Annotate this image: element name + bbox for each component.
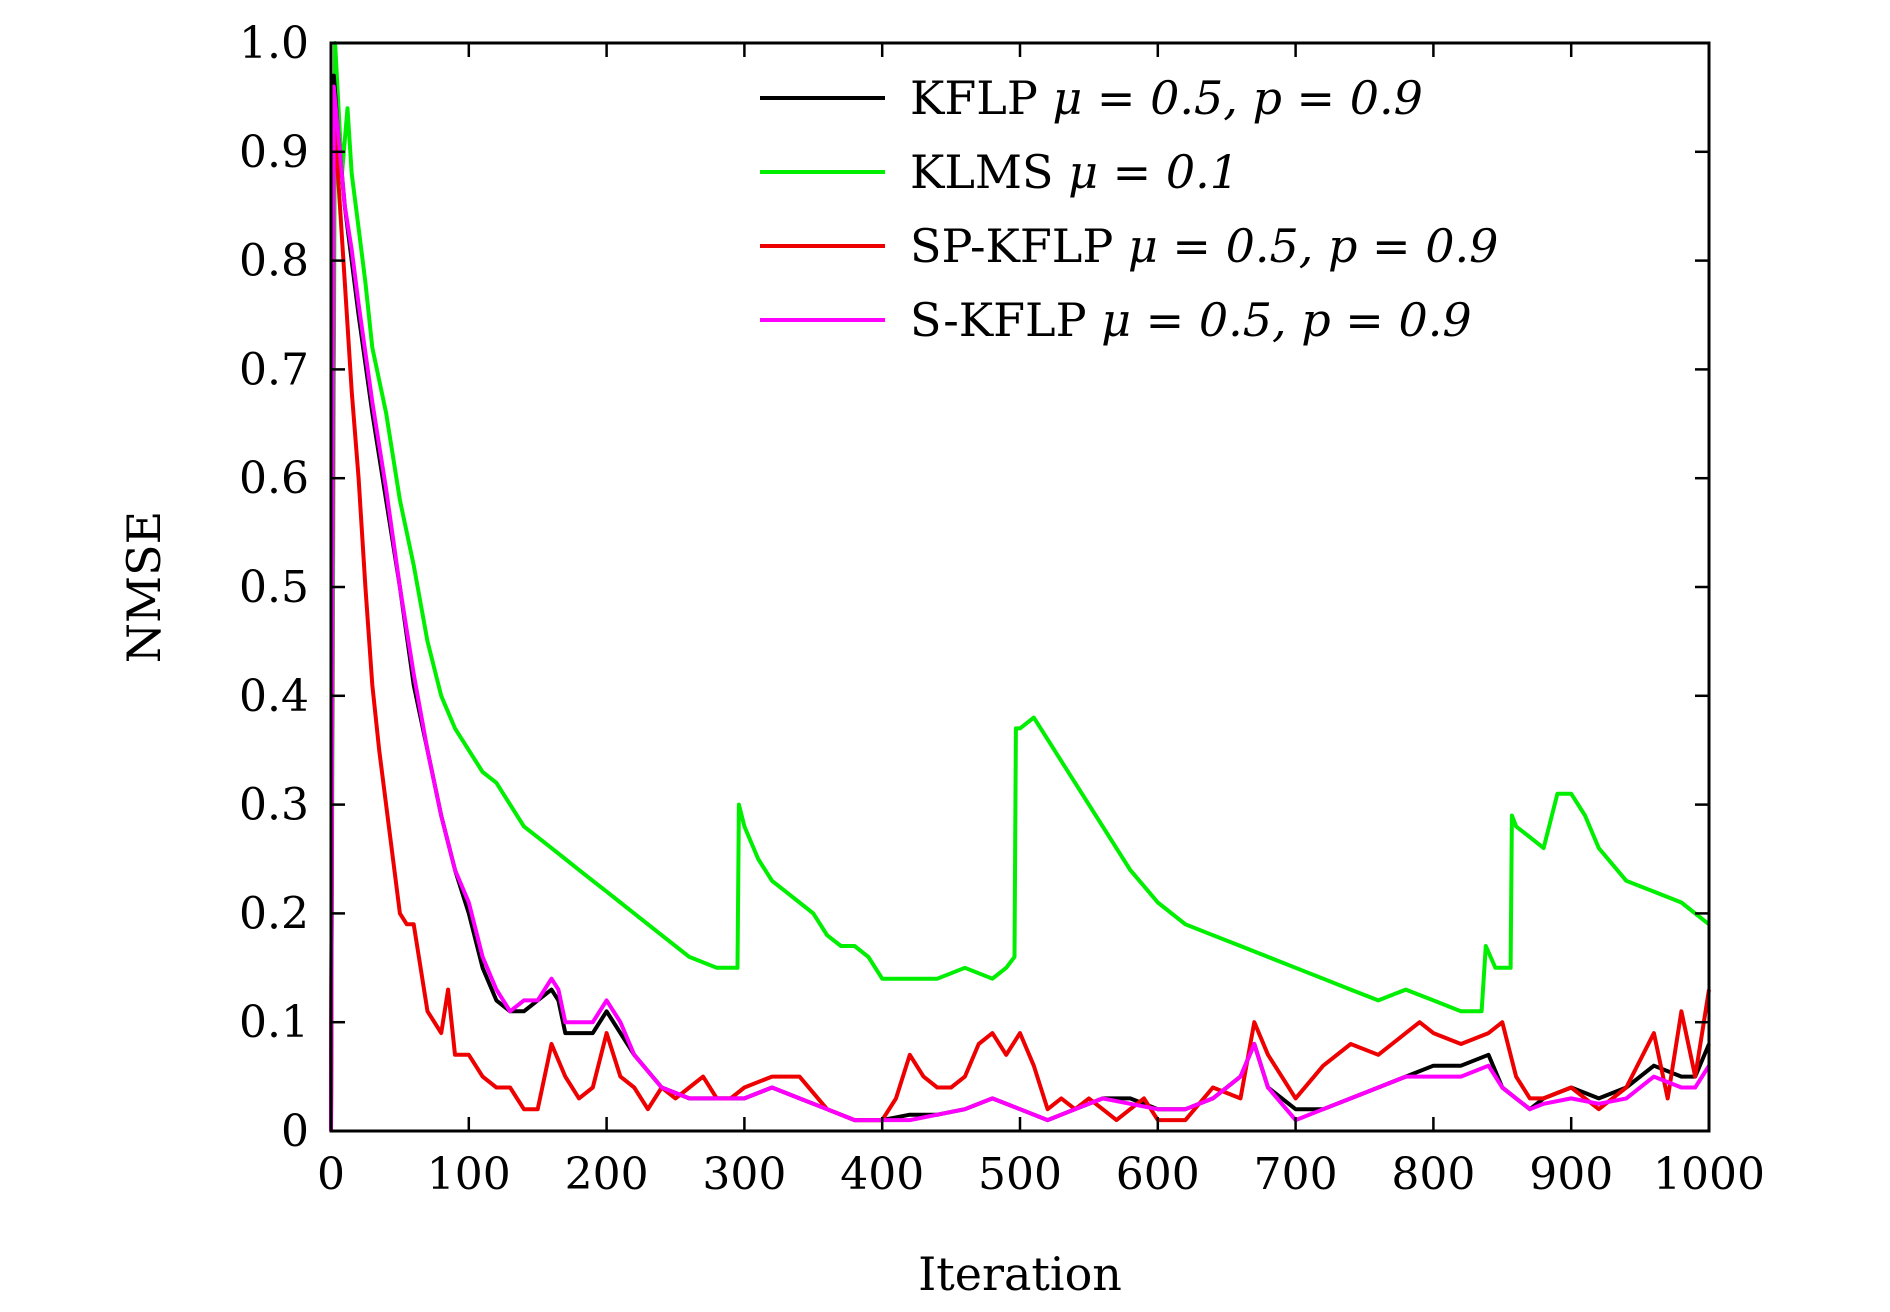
- legend-label-klms: KLMS μ = 0.1: [910, 145, 1239, 199]
- legend-series-params: μ = 0.5, p = 0.9: [1101, 293, 1471, 347]
- series-line-s-kflp: [329, 84, 1711, 1132]
- x-tick-label: 0: [317, 1149, 345, 1200]
- x-tick-label: 900: [1529, 1149, 1613, 1200]
- y-tick-label: 0.3: [239, 780, 309, 831]
- legend-series-name: S-KFLP: [910, 293, 1101, 347]
- legend-series-params: μ = 0.5, p = 0.9: [1128, 219, 1498, 273]
- x-tick-label: 600: [1116, 1149, 1200, 1200]
- x-tick-label: 700: [1254, 1149, 1338, 1200]
- x-tick-label: 400: [840, 1149, 924, 1200]
- legend-series-name: KFLP: [910, 71, 1052, 125]
- series-line-sp-kflp: [329, 95, 1711, 1132]
- y-tick-label: 0.7: [239, 344, 309, 395]
- legend-label-sp-kflp: SP-KFLP μ = 0.5, p = 0.9: [910, 219, 1498, 273]
- y-tick-label: 0.6: [239, 453, 309, 504]
- x-tick-label: 800: [1391, 1149, 1475, 1200]
- y-tick-label: 0: [281, 1106, 309, 1157]
- legend-series-name: SP-KFLP: [910, 219, 1128, 273]
- legend-label-s-kflp: S-KFLP μ = 0.5, p = 0.9: [910, 293, 1472, 347]
- y-tick-label: 0.4: [239, 671, 309, 722]
- legend-label-kflp: KFLP μ = 0.5, p = 0.9: [910, 71, 1423, 125]
- y-tick-label: 0.9: [239, 127, 309, 178]
- tick-label-layer: 0 100 200 300 400 500 600 700 800 900 1000 0 0.1 0.2 0…: [239, 18, 1765, 1200]
- legend-series-name: KLMS: [910, 145, 1068, 199]
- legend-series-params: μ = 0.5, p = 0.9: [1052, 71, 1422, 125]
- y-tick-label: 1.0: [239, 18, 309, 69]
- x-tick-label: 300: [702, 1149, 786, 1200]
- series-line-klms: [329, 41, 1711, 1132]
- x-tick-label: 1000: [1653, 1149, 1765, 1200]
- x-tick-label: 500: [978, 1149, 1062, 1200]
- y-tick-label: 0.8: [239, 236, 309, 287]
- legend-series-params: μ = 0.1: [1068, 145, 1239, 199]
- y-tick-label: 0.5: [239, 562, 309, 613]
- x-tick-label: 100: [427, 1149, 511, 1200]
- x-axis-title: Iteration: [918, 1247, 1122, 1301]
- x-tick-label: 200: [565, 1149, 649, 1200]
- y-axis-title: NMSE: [117, 511, 171, 663]
- tick-layer: [329, 41, 1711, 1133]
- y-tick-label: 0.1: [239, 997, 309, 1048]
- series-layer: [329, 41, 1711, 1132]
- legend: KFLP μ = 0.5, p = 0.9 KLMS μ = 0.1 SP-KFLP…: [760, 71, 1498, 347]
- y-tick-label: 0.2: [239, 888, 309, 939]
